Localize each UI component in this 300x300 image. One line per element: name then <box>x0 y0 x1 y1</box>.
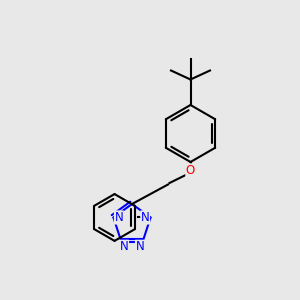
Text: N: N <box>141 211 149 224</box>
Text: O: O <box>186 164 195 177</box>
Text: N: N <box>115 211 123 224</box>
Text: N: N <box>120 240 128 253</box>
Text: N: N <box>136 240 144 253</box>
